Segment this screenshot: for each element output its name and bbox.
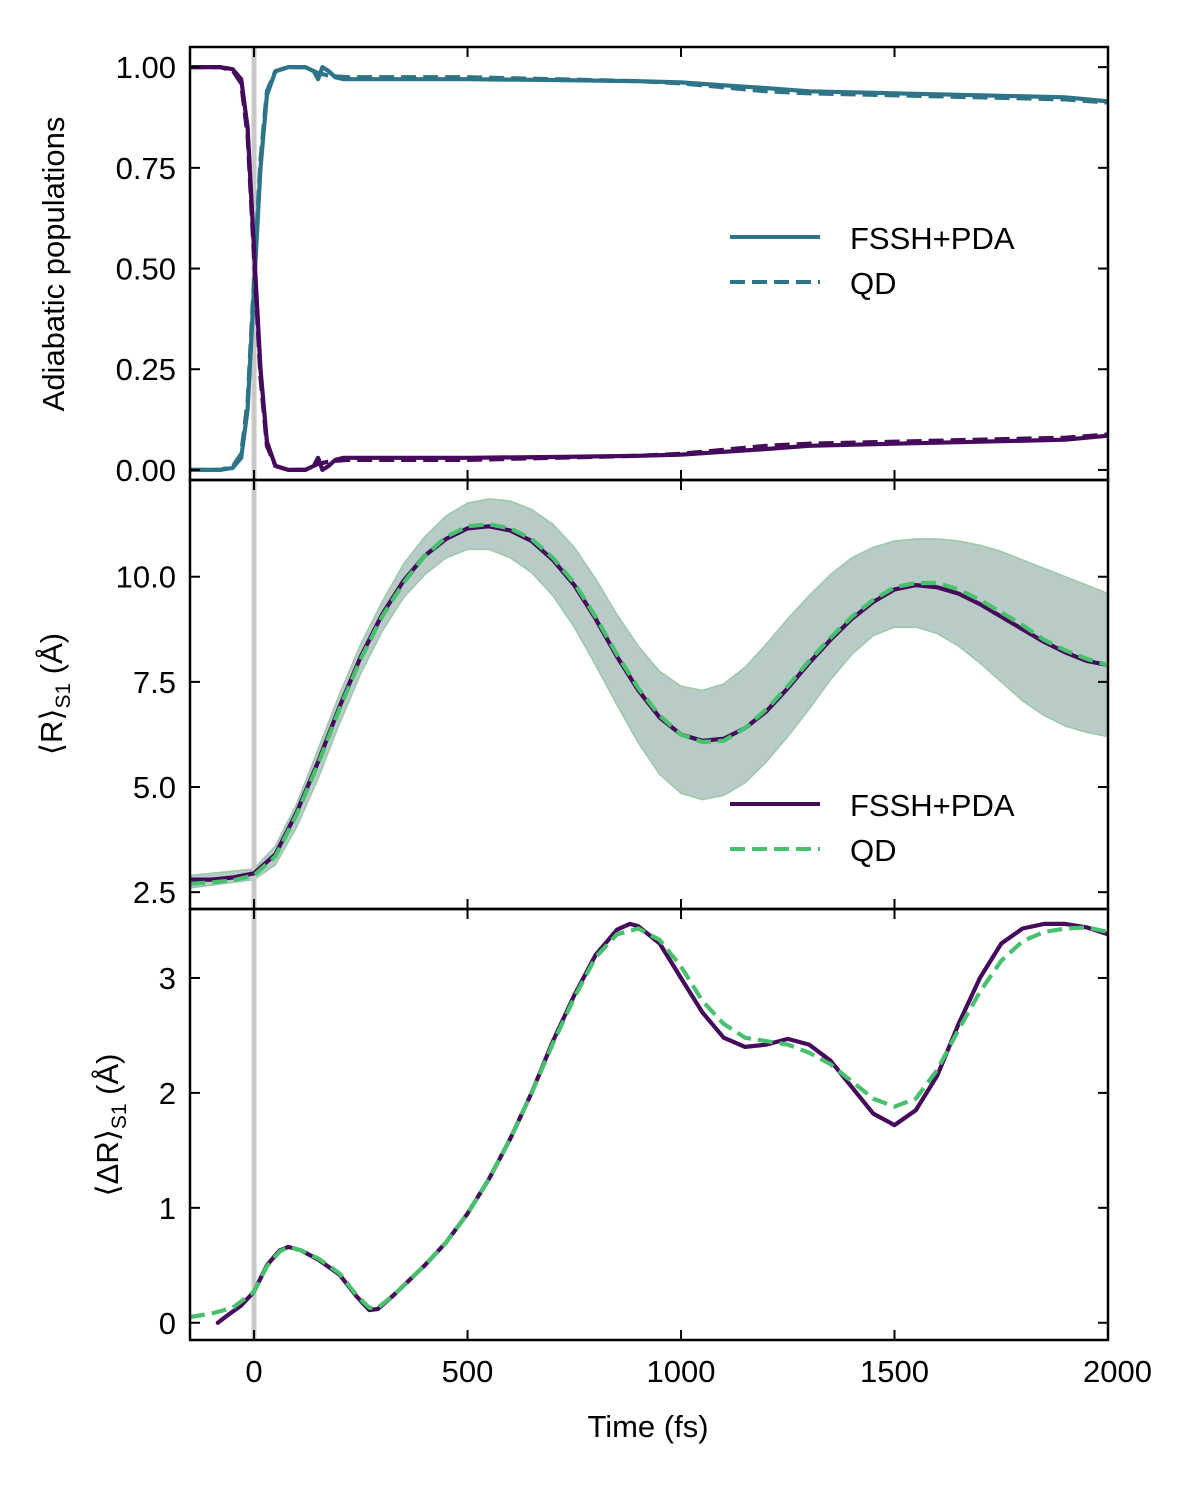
plot-clip-group (190, 480, 1108, 909)
y-tick-label: 2 (159, 1076, 176, 1111)
y-tick-label: 2.5 (133, 875, 176, 910)
y-tick-label: 0.00 (116, 453, 176, 488)
legend-label-fssh: FSSH+PDA (850, 221, 1015, 256)
y-tick-label: 1.00 (116, 50, 176, 85)
x-tick-label: 1000 (647, 1354, 716, 1389)
panel-populations: 0.00 0.25 0.50 0.75 1.00 Adiabatic populatio… (36, 45, 1110, 488)
legend-label-qd: QD (850, 266, 897, 301)
plot-area-delta-r (190, 909, 1108, 1340)
ylabel-mean-r: ⟨R⟩S1 (Å) (34, 633, 75, 755)
series-line-qd (190, 925, 1108, 1320)
x-tick-label: 1500 (860, 1354, 929, 1389)
legend-mean-r: FSSH+PDA QD (730, 788, 1015, 868)
series-line-qd-s0 (190, 65, 1108, 472)
axes-frame (188, 907, 1110, 1342)
spread-band (190, 498, 1108, 889)
y-tick-label: 0 (159, 1306, 176, 1341)
series-line-qd (190, 522, 1108, 886)
x-tick-label: 2000 (1083, 1354, 1152, 1389)
plot-clip-group (190, 47, 1108, 480)
panel-mean-r: 2.5 5.0 7.5 10.0 ⟨R⟩S1 (Å) FSSH+PDA QD (34, 478, 1110, 911)
axes-frame (188, 45, 1110, 482)
x-tick-labels: 0 500 1000 1500 2000 (245, 1354, 1152, 1389)
series-line-qd-s1 (190, 65, 1108, 472)
y-tick-label: 5.0 (133, 770, 176, 805)
series-line-fssh-pda (215, 921, 1108, 1325)
plot-area-mean-r (190, 480, 1108, 909)
plot-area-populations (190, 47, 1108, 480)
y-tick-label: 0.25 (116, 352, 176, 387)
legend-label-qd: QD (850, 833, 897, 868)
ylabel-delta-r: ⟨ΔR⟩S1 (Å) (90, 1054, 131, 1197)
plot-clip-group (190, 909, 1108, 1340)
y-tick-label: 10.0 (116, 560, 176, 595)
y-tick-label: 0.75 (116, 151, 176, 186)
y-tick-label: 1 (159, 1191, 176, 1226)
x-tick-label: 0 (245, 1354, 262, 1389)
y-tick-label: 3 (159, 961, 176, 996)
x-tick-label: 500 (442, 1354, 494, 1389)
xlabel: Time (fs) (587, 1409, 708, 1444)
series-line-fssh-pda-s0 (190, 65, 1108, 472)
legend-label-fssh: FSSH+PDA (850, 788, 1015, 823)
legend-populations: FSSH+PDA QD (730, 221, 1015, 301)
series-line-fssh-pda-s1 (190, 65, 1108, 472)
panel-delta-r: 0 1 2 3 ⟨ΔR⟩S1 (Å) (90, 907, 1110, 1342)
y-tick-label: 0.50 (116, 252, 176, 287)
y-tick-label: 7.5 (133, 665, 176, 700)
ylabel-populations: Adiabatic populations (36, 117, 71, 412)
axes-delta-r: 0 1 2 3 (159, 907, 1110, 1342)
